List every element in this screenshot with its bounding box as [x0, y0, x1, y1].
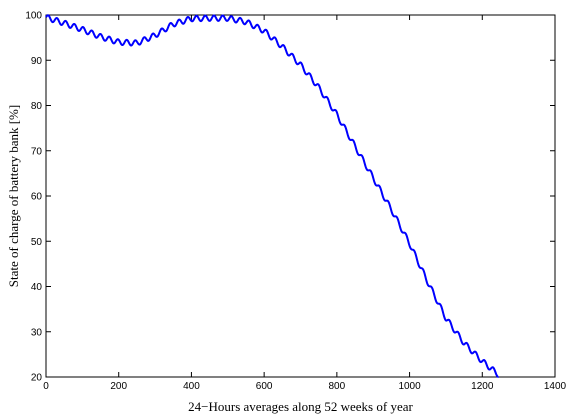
soc-series-line — [45, 14, 500, 378]
x-tick-label: 400 — [183, 381, 200, 392]
y-tick-label: 90 — [31, 56, 43, 67]
x-tick-label: 0 — [43, 381, 49, 392]
x-tick-label: 1000 — [398, 381, 421, 392]
tick-labels: 0 200 400 600 800 1000 1200 1400 20 30 40 50 60 70 80 9… — [25, 11, 566, 393]
x-tick-label: 1200 — [471, 381, 494, 392]
y-tick-label: 60 — [31, 192, 43, 203]
y-tick-label: 80 — [31, 101, 43, 112]
y-tick-label: 50 — [31, 237, 43, 248]
y-tick-label: 70 — [31, 146, 43, 157]
y-tick-label: 30 — [31, 327, 43, 338]
x-tick-label: 600 — [256, 381, 273, 392]
x-tick-label: 200 — [110, 381, 127, 392]
plot-area — [45, 14, 556, 378]
axis-ticks — [45, 14, 556, 378]
x-tick-label: 1400 — [544, 381, 567, 392]
y-tick-label: 40 — [31, 282, 43, 293]
y-tick-label: 20 — [31, 373, 43, 384]
x-tick-label: 800 — [329, 381, 346, 392]
y-tick-label: 100 — [25, 11, 42, 22]
y-axis-label: State of charge of battery bank [%] — [6, 105, 21, 287]
x-axis-label: 24−Hours averages along 52 weeks of year — [188, 399, 413, 414]
